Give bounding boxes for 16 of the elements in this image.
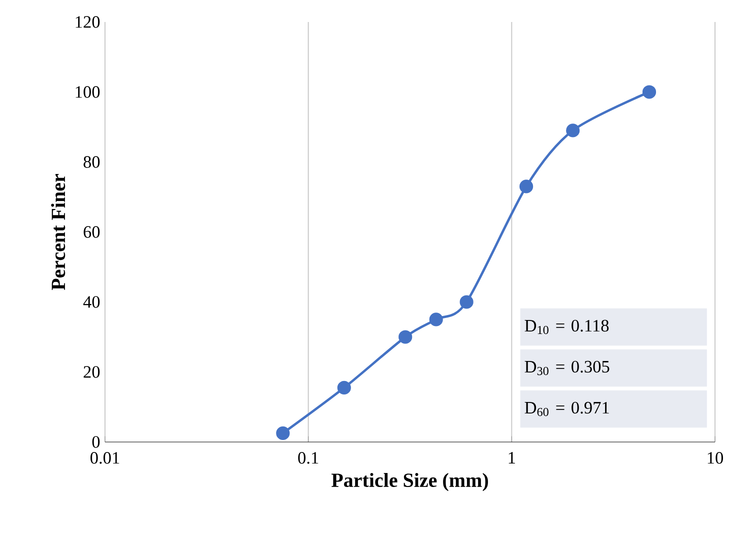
y-tick-label: 100 — [76, 86, 100, 98]
y-tick-label: 40 — [83, 296, 100, 308]
x-tick-label: 1 — [508, 452, 515, 464]
annotation: D$_{10}$ = 0.118 — [524, 320, 609, 334]
y-tick-label: 20 — [84, 366, 100, 378]
y-axis-title: Percent Finer — [51, 174, 66, 290]
annotation: D$_{30}$ = 0.305 — [524, 360, 610, 376]
y-tick-label: 0 — [92, 436, 100, 448]
x-tick-label: 10 — [708, 452, 724, 464]
y-tick-label: 60 — [84, 226, 100, 238]
y-tick-label: 80 — [84, 156, 100, 168]
x-tick-label: 0.01 — [90, 452, 120, 464]
x-tick-label: 0.1 — [298, 452, 318, 464]
x-axis-title: Particle Size (mm) — [331, 472, 488, 492]
y-tick-label: 120 — [76, 16, 100, 28]
annotation: D$_{60}$ = 0.971 — [524, 402, 609, 416]
